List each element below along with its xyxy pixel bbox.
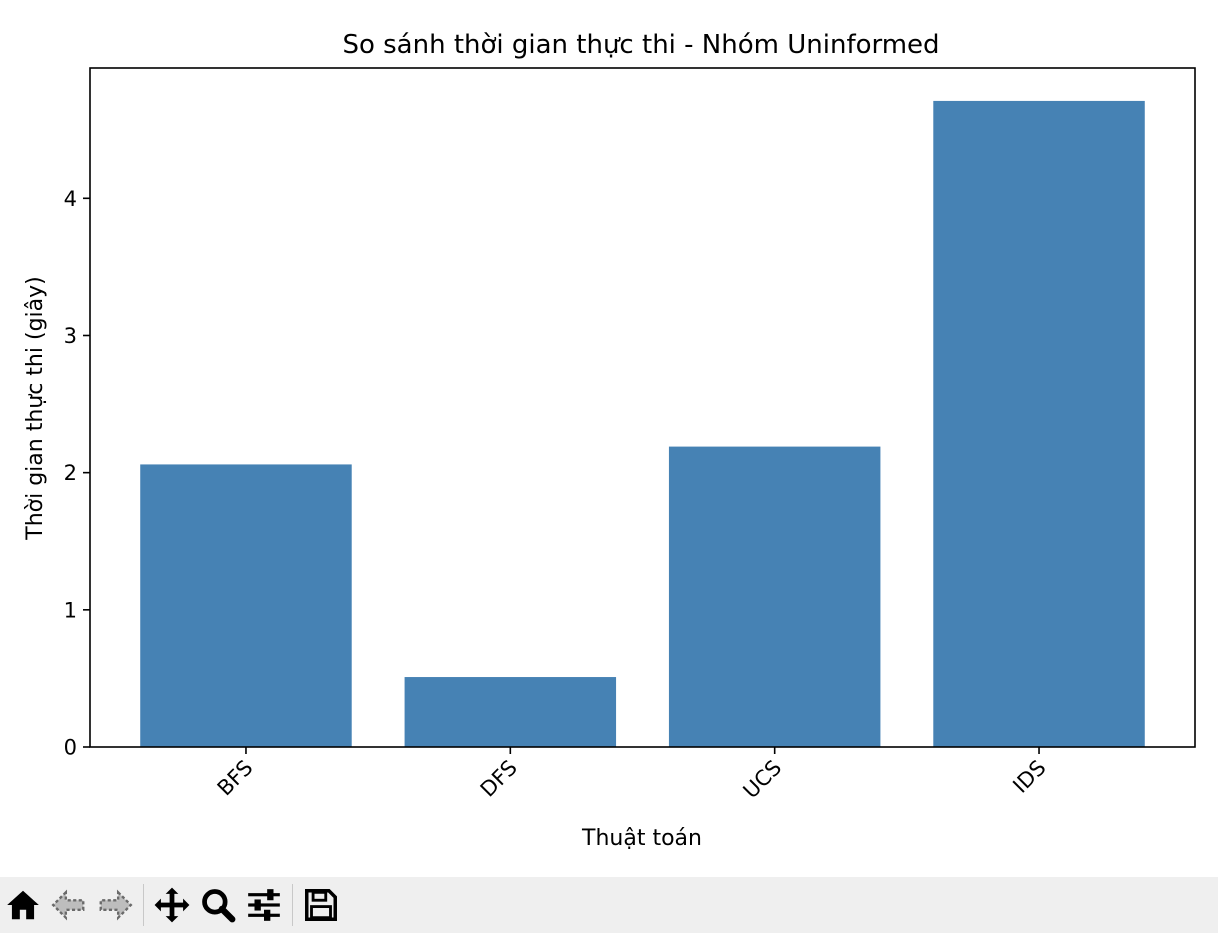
home-button[interactable] <box>0 880 46 930</box>
toolbar-separator <box>292 884 293 926</box>
x-tick-label: DFS <box>476 756 522 802</box>
x-tick-label: UCS <box>739 756 787 804</box>
bar-bfs <box>140 464 352 747</box>
forward-button[interactable] <box>92 880 138 930</box>
floppy-disk-icon <box>305 889 337 921</box>
plot-frame <box>89 67 1196 748</box>
move-icon <box>154 887 190 923</box>
y-tick-label: 2 <box>64 461 77 485</box>
y-tick-label: 0 <box>64 736 77 760</box>
plot-area: 0 1 2 3 4 BFS DFS UCS IDS <box>64 67 1196 804</box>
bar-ids <box>933 100 1145 748</box>
sliders-icon <box>248 889 280 921</box>
x-axis-label: Thuật toán <box>581 826 702 851</box>
zoom-button[interactable] <box>195 880 241 930</box>
arrow-right-icon <box>99 889 133 921</box>
y-tick-label: 4 <box>64 187 77 211</box>
y-tick-label: 1 <box>64 598 77 622</box>
pan-button[interactable] <box>149 880 195 930</box>
configure-subplots-button[interactable] <box>241 880 287 930</box>
toolbar-separator <box>143 884 144 926</box>
bar-dfs <box>404 677 617 747</box>
chart-title: So sánh thời gian thực thi - Nhóm Uninfo… <box>342 30 939 60</box>
bar-chart: So sánh thời gian thực thi - Nhóm Uninfo… <box>23 30 1196 851</box>
magnifier-icon <box>202 889 236 923</box>
y-axis-label: Thời gian thực thi (giây) <box>23 276 48 540</box>
y-tick-label: 3 <box>64 324 77 348</box>
x-tick-label: BFS <box>213 756 258 801</box>
arrow-left-icon <box>51 889 85 921</box>
home-icon <box>7 890 39 920</box>
chart-figure: So sánh thời gian thực thi - Nhóm Uninfo… <box>23 30 1196 851</box>
x-tick-label: IDS <box>1008 756 1050 798</box>
save-button[interactable] <box>298 880 344 930</box>
bar-ucs <box>668 446 881 747</box>
back-button[interactable] <box>46 880 92 930</box>
navigation-toolbar <box>0 877 1218 933</box>
